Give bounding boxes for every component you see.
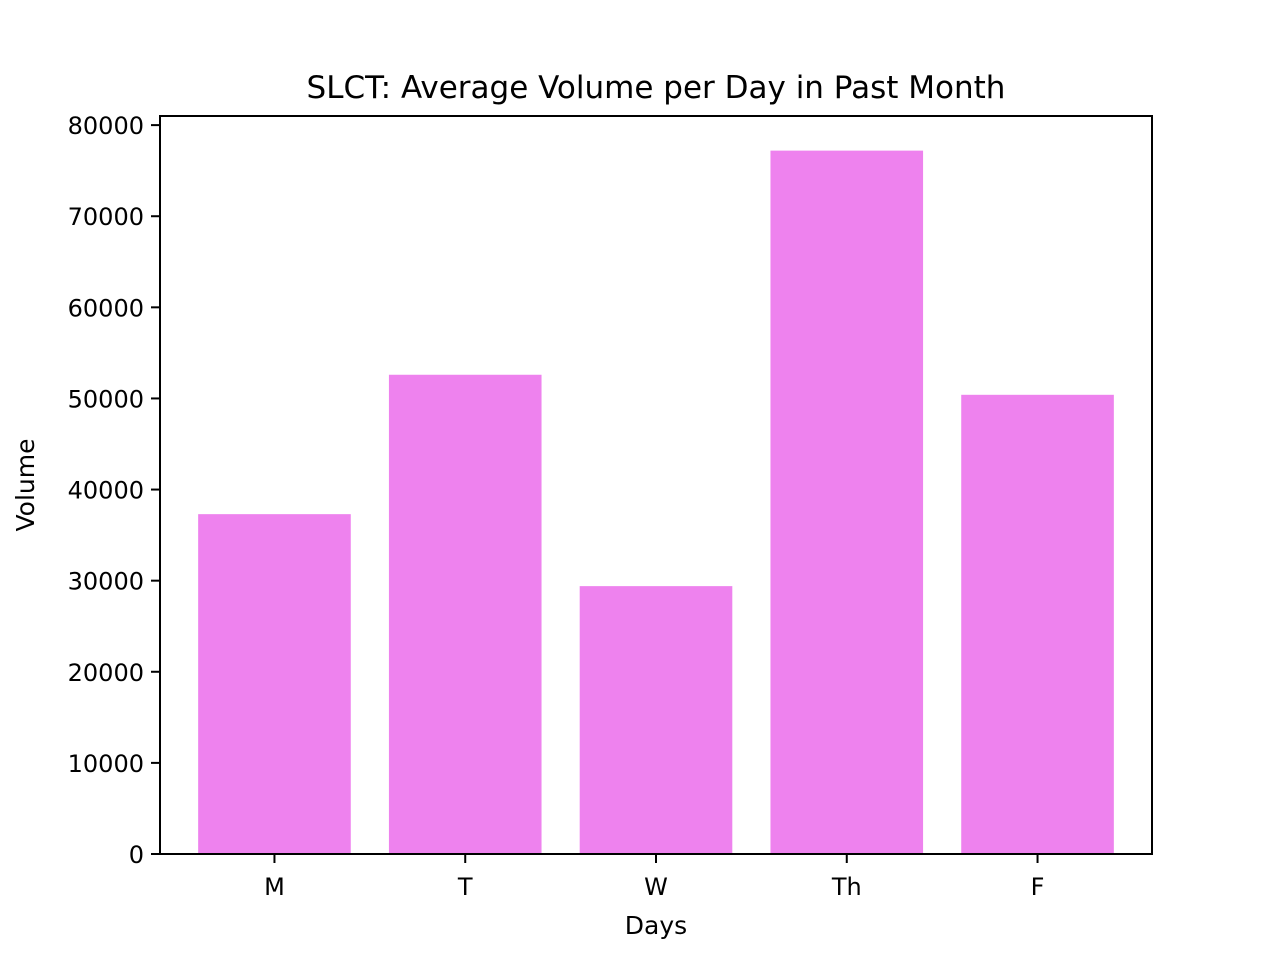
- y-tick-label: 50000: [68, 385, 144, 413]
- y-tick-label: 60000: [68, 294, 144, 322]
- bars-group: [198, 150, 1114, 855]
- x-axis-label: Days: [625, 911, 687, 940]
- y-tick-label: 40000: [68, 477, 144, 505]
- y-tick-label: 30000: [68, 568, 144, 596]
- y-tick-label: 0: [129, 841, 144, 869]
- y-tick-label: 70000: [68, 203, 144, 231]
- y-tick-label: 10000: [68, 750, 144, 778]
- bar-th: [770, 150, 924, 855]
- x-tick-label: F: [1031, 873, 1045, 901]
- y-tick-label: 20000: [68, 659, 144, 687]
- y-tick-label: 80000: [68, 112, 144, 140]
- plot-frame: [159, 115, 1153, 855]
- bar-f: [961, 394, 1114, 854]
- x-tick-label: T: [457, 873, 473, 901]
- x-tick-label: W: [644, 873, 668, 901]
- y-axis: 0 10000 20000 30000 40000 50000 60000 70000 8000…: [68, 112, 160, 869]
- bar-m: [198, 514, 351, 854]
- bar-t: [388, 374, 542, 854]
- bar-w: [579, 586, 733, 854]
- x-tick-label: Th: [831, 873, 862, 901]
- x-axis: M T W Th F: [264, 854, 1044, 901]
- y-axis-label: Volume: [11, 439, 40, 532]
- chart-title: SLCT: Average Volume per Day in Past Mon…: [307, 70, 1006, 106]
- x-tick-label: M: [264, 873, 285, 901]
